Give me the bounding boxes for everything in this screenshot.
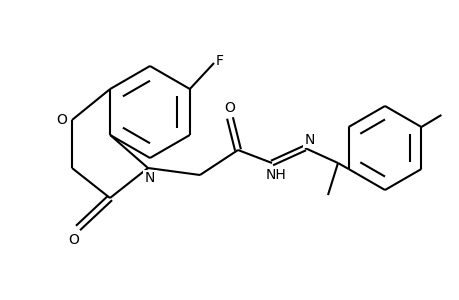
Text: N: N bbox=[304, 133, 314, 147]
Text: N: N bbox=[145, 171, 155, 185]
Text: O: O bbox=[224, 101, 235, 115]
Text: O: O bbox=[56, 113, 67, 127]
Text: F: F bbox=[216, 54, 224, 68]
Text: O: O bbox=[68, 233, 79, 247]
Text: NH: NH bbox=[265, 168, 286, 182]
